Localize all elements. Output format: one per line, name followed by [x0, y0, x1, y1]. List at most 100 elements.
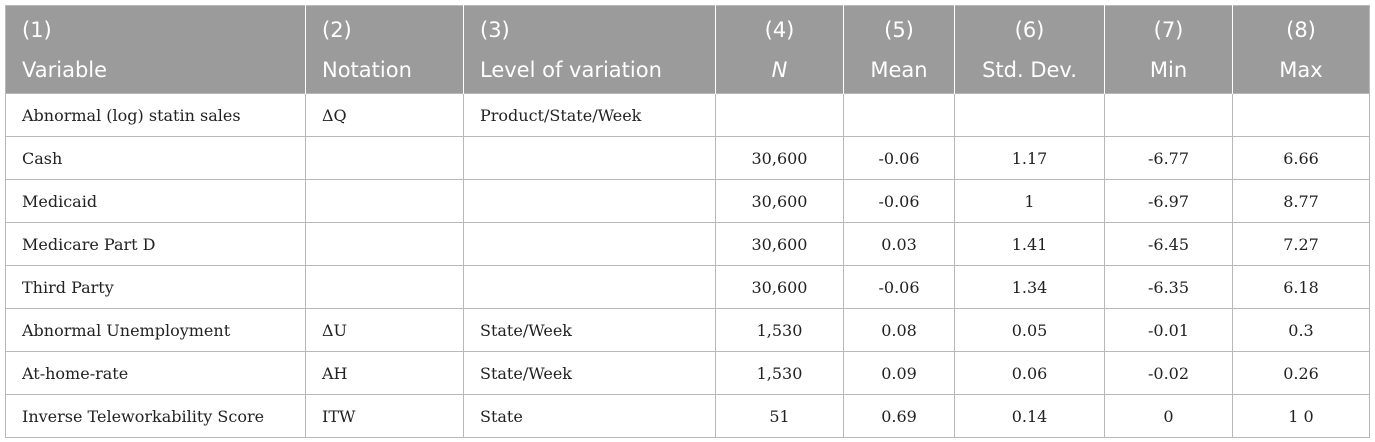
column-number: (5) — [884, 17, 914, 42]
cell-std-dev: 1.34 — [954, 265, 1105, 309]
cell-min: -0.02 — [1104, 351, 1233, 395]
cell-variable: Third Party — [5, 265, 306, 309]
column-number: (8) — [1286, 17, 1316, 42]
cell-std-dev: 0.06 — [954, 351, 1105, 395]
cell-variable: At-home-rate — [5, 351, 306, 395]
cell-n: 30,600 — [715, 222, 844, 266]
summary-statistics-table-container: (1) Variable (2) Notation (3) Level of vari… — [5, 5, 1370, 438]
column-header-min: (7) Min — [1104, 5, 1233, 94]
cell-level-of-variation: Product/State/Week — [463, 93, 716, 137]
cell-std-dev: 0.14 — [954, 394, 1105, 438]
cell-std-dev: 1.41 — [954, 222, 1105, 266]
column-number: (1) — [22, 17, 52, 42]
cell-variable: Abnormal Unemployment — [5, 308, 306, 352]
table-row: Cash 30,600 -0.06 1.17 -6.77 6.66 — [5, 136, 1370, 180]
cell-variable: Medicaid — [5, 179, 306, 223]
cell-variable: Inverse Teleworkability Score — [5, 394, 306, 438]
column-label: Std. Dev. — [982, 57, 1077, 82]
cell-variable: Medicare Part D — [5, 222, 306, 266]
column-header-n: (4) N — [715, 5, 844, 94]
column-label: Min — [1149, 57, 1188, 82]
column-label: Variable — [22, 57, 108, 82]
cell-mean: 0.69 — [843, 394, 955, 438]
table-row: Medicaid 30,600 -0.06 1 -6.97 8.77 — [5, 179, 1370, 223]
cell-mean: -0.06 — [843, 136, 955, 180]
column-header-std-dev: (6) Std. Dev. — [954, 5, 1105, 94]
column-label: Max — [1279, 57, 1323, 82]
cell-max: 6.66 — [1232, 136, 1370, 180]
cell-notation: ITW — [305, 394, 464, 438]
cell-mean — [843, 93, 955, 137]
column-number: (3) — [480, 17, 510, 42]
cell-level-of-variation — [463, 136, 716, 180]
column-number: (7) — [1153, 17, 1184, 42]
cell-n: 51 — [715, 394, 844, 438]
cell-notation — [305, 179, 464, 223]
column-header-level-of-variation: (3) Level of variation — [463, 5, 716, 94]
cell-min: 0 — [1104, 394, 1233, 438]
column-header-variable: (1) Variable — [5, 5, 306, 94]
cell-n: 30,600 — [715, 179, 844, 223]
cell-n: 1,530 — [715, 351, 844, 395]
cell-min: -6.77 — [1104, 136, 1233, 180]
header-row: (1) Variable (2) Notation (3) Level of vari… — [5, 5, 1370, 94]
column-number: (4) — [764, 17, 795, 42]
cell-max: 1 0 — [1232, 394, 1370, 438]
cell-mean: 0.03 — [843, 222, 955, 266]
cell-std-dev: 1.17 — [954, 136, 1105, 180]
cell-max: 0.3 — [1232, 308, 1370, 352]
table-row: Abnormal (log) statin sales ΔQ Product/S… — [5, 93, 1370, 137]
column-label: Level of variation — [480, 57, 662, 82]
table-row: Third Party 30,600 -0.06 1.34 -6.35 6.18 — [5, 265, 1370, 309]
cell-std-dev — [954, 93, 1105, 137]
cell-n: 1,530 — [715, 308, 844, 352]
cell-max: 7.27 — [1232, 222, 1370, 266]
cell-n: 30,600 — [715, 265, 844, 309]
column-header-notation: (2) Notation — [305, 5, 464, 94]
cell-max: 0.26 — [1232, 351, 1370, 395]
table-body: Abnormal (log) statin sales ΔQ Product/S… — [5, 93, 1370, 438]
cell-notation: ΔU — [305, 308, 464, 352]
column-number: (6) — [1014, 17, 1045, 42]
cell-min: -6.45 — [1104, 222, 1233, 266]
cell-mean: 0.09 — [843, 351, 955, 395]
cell-level-of-variation: State/Week — [463, 351, 716, 395]
column-label: N — [771, 57, 788, 82]
column-header-max: (8) Max — [1232, 5, 1370, 94]
cell-max: 8.77 — [1232, 179, 1370, 223]
cell-max — [1232, 93, 1370, 137]
column-label: Mean — [870, 57, 928, 82]
cell-notation — [305, 265, 464, 309]
cell-level-of-variation — [463, 265, 716, 309]
cell-min — [1104, 93, 1233, 137]
cell-variable: Cash — [5, 136, 306, 180]
table-row: Medicare Part D 30,600 0.03 1.41 -6.45 7… — [5, 222, 1370, 266]
cell-min: -0.01 — [1104, 308, 1233, 352]
cell-notation — [305, 222, 464, 266]
column-label: Notation — [322, 57, 412, 82]
cell-std-dev: 0.05 — [954, 308, 1105, 352]
cell-level-of-variation: State/Week — [463, 308, 716, 352]
cell-mean: -0.06 — [843, 179, 955, 223]
cell-n — [715, 93, 844, 137]
column-number: (2) — [322, 17, 352, 42]
cell-min: -6.35 — [1104, 265, 1233, 309]
column-header-mean: (5) Mean — [843, 5, 955, 94]
table-row: Abnormal Unemployment ΔU State/Week 1,53… — [5, 308, 1370, 352]
cell-level-of-variation: State — [463, 394, 716, 438]
cell-mean: -0.06 — [843, 265, 955, 309]
cell-notation: AH — [305, 351, 464, 395]
table-row: Inverse Teleworkability Score ITW State … — [5, 394, 1370, 438]
cell-variable: Abnormal (log) statin sales — [5, 93, 306, 137]
summary-statistics-table: (1) Variable (2) Notation (3) Level of vari… — [5, 5, 1370, 438]
cell-level-of-variation — [463, 179, 716, 223]
table-header: (1) Variable (2) Notation (3) Level of vari… — [5, 5, 1370, 94]
table-row: At-home-rate AH State/Week 1,530 0.09 0.… — [5, 351, 1370, 395]
cell-level-of-variation — [463, 222, 716, 266]
cell-min: -6.97 — [1104, 179, 1233, 223]
cell-n: 30,600 — [715, 136, 844, 180]
cell-notation: ΔQ — [305, 93, 464, 137]
cell-std-dev: 1 — [954, 179, 1105, 223]
cell-notation — [305, 136, 464, 180]
cell-mean: 0.08 — [843, 308, 955, 352]
